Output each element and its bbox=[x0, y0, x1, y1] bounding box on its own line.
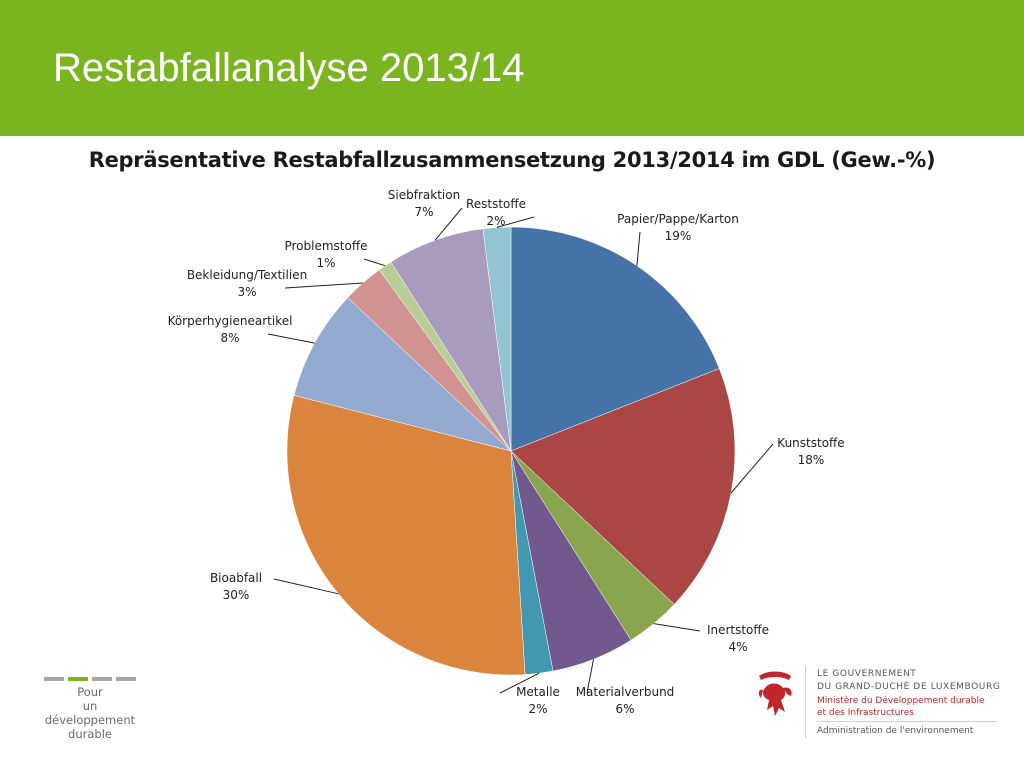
leader-line-reststoffe bbox=[496, 216, 535, 228]
leader-line-korperhygieneartikel bbox=[267, 333, 315, 344]
slice-label-inertstoffe: Inertstoffe bbox=[707, 623, 769, 637]
header-bar: Restabfallanalyse 2013/14 bbox=[0, 0, 1024, 136]
slice-value-kunststoffe: 18% bbox=[798, 453, 825, 467]
ministry-line-1: Ministère du Développement durable bbox=[817, 696, 985, 706]
ministry-line-2: et des Infrastructures bbox=[817, 708, 915, 718]
leader-line-papier-pappe-karton bbox=[636, 231, 641, 266]
dash-2 bbox=[68, 677, 88, 681]
slice-label-siebfraktion: Siebfraktion bbox=[388, 188, 460, 202]
slice-label-reststoffe: Reststoffe bbox=[466, 197, 526, 211]
slice-value-korperhygieneartikel: 8% bbox=[220, 331, 239, 345]
leader-line-problemstoffe bbox=[363, 258, 386, 267]
page-title: Restabfallanalyse 2013/14 bbox=[53, 46, 525, 90]
pie-slice-bioabfall bbox=[286, 394, 526, 676]
dash-4 bbox=[116, 677, 136, 681]
dash-mark bbox=[40, 677, 140, 681]
government-line-1: LE GOUVERNEMENT bbox=[817, 669, 917, 679]
slice-label-papier-pappe-karton: Papier/Pappe/Karton bbox=[617, 212, 739, 226]
dash-3 bbox=[92, 677, 112, 681]
pie-slice-korperhygieneartikel bbox=[293, 297, 512, 452]
slice-label-metalle: Metalle bbox=[516, 685, 560, 699]
sustainability-logo: Pour un développement durable bbox=[40, 677, 140, 741]
slice-label-bekleidung-textilien: Bekleidung/Textilien bbox=[187, 268, 307, 282]
sustainability-line-1: Pour bbox=[77, 685, 103, 699]
pie-slice-papier-pappe-karton bbox=[510, 226, 720, 452]
slice-value-inertstoffe: 4% bbox=[728, 640, 747, 654]
slice-value-reststoffe: 2% bbox=[486, 214, 505, 228]
leader-line-kunststoffe bbox=[730, 443, 774, 494]
leader-line-metalle bbox=[499, 672, 540, 694]
slice-value-metalle: 2% bbox=[528, 702, 547, 716]
slice-label-problemstoffe: Problemstoffe bbox=[284, 239, 367, 253]
leader-line-bioabfall bbox=[273, 578, 339, 595]
slice-value-materialverbund: 6% bbox=[615, 702, 634, 716]
slice-value-problemstoffe: 1% bbox=[316, 256, 335, 270]
administration-name: Administration de l'environnement bbox=[817, 726, 974, 736]
slice-label-materialverbund: Materialverbund bbox=[576, 685, 675, 699]
leader-line-siebfraktion bbox=[434, 207, 463, 241]
slice-value-siebfraktion: 7% bbox=[414, 205, 433, 219]
slice-value-bekleidung-textilien: 3% bbox=[237, 285, 256, 299]
logo-separator bbox=[817, 721, 997, 722]
slice-label-korperhygieneartikel: Körperhygieneartikel bbox=[168, 314, 293, 328]
sustainability-line-2: un développement bbox=[44, 699, 136, 727]
leader-line-inertstoffe bbox=[653, 623, 701, 632]
slice-value-papier-pappe-karton: 19% bbox=[665, 229, 692, 243]
slice-label-bioabfall: Bioabfall bbox=[210, 571, 262, 585]
slice-label-kunststoffe: Kunststoffe bbox=[777, 436, 844, 450]
government-line-2: DU GRAND-DUCHÉ DE LUXEMBOURG bbox=[817, 682, 1001, 692]
government-logo: LE GOUVERNEMENT DU GRAND-DUCHÉ DE LUXEMB… bbox=[755, 666, 1005, 746]
sustainability-line-3: durable bbox=[68, 727, 112, 741]
sustainability-text: Pour un développement durable bbox=[40, 685, 140, 741]
leader-line-bekleidung-textilien bbox=[284, 282, 363, 289]
logo-divider bbox=[805, 666, 806, 738]
leader-line-materialverbund bbox=[586, 659, 594, 694]
dash-1 bbox=[44, 677, 64, 681]
chart-title: Repräsentative Restabfallzusammensetzung… bbox=[88, 148, 936, 172]
lion-icon bbox=[758, 671, 792, 716]
slice-value-bioabfall: 30% bbox=[223, 588, 250, 602]
